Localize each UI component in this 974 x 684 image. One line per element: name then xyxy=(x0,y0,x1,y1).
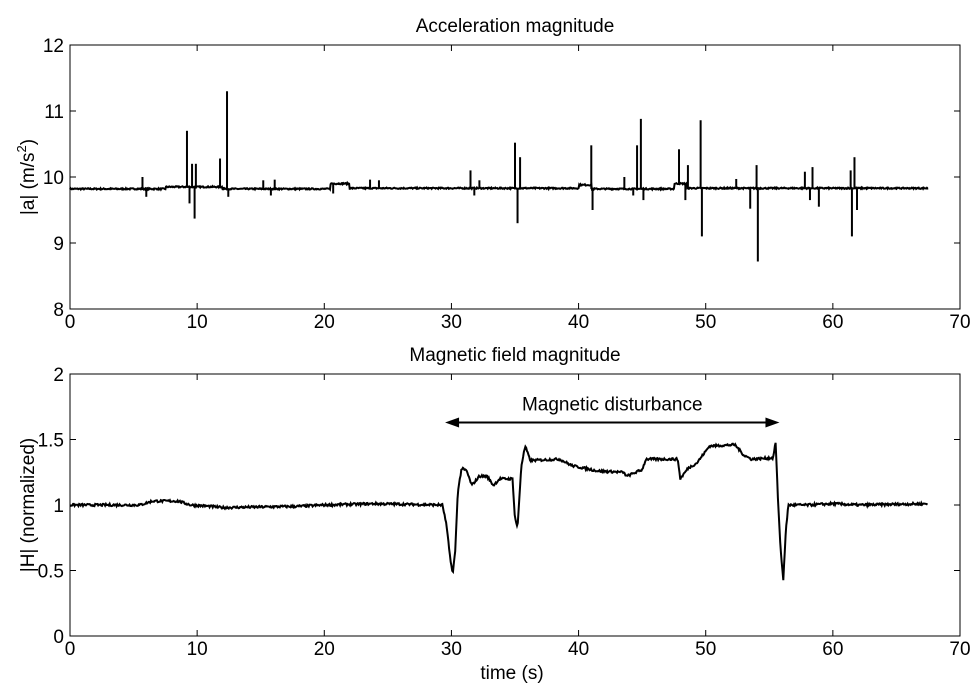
magnetic-x-axis-label: time (s) xyxy=(480,663,543,684)
acceleration-y-axis-label-main: |a| (m/s xyxy=(18,152,39,215)
magnetic-chart-title: Magnetic field magnitude xyxy=(409,345,620,366)
acceleration-y-tick-label: 12 xyxy=(43,36,64,57)
disturbance-label: Magnetic disturbance xyxy=(522,394,703,415)
magnetic-y-tick-label: 1 xyxy=(53,496,64,517)
magnetic-x-tick-label: 30 xyxy=(441,639,462,660)
magnetic-y-axis-label: |H| (normalized) xyxy=(18,438,39,572)
acceleration-x-tick-label: 50 xyxy=(695,312,716,333)
magnetic-x-tick-label: 50 xyxy=(695,639,716,660)
disturbance-arrow-left-head xyxy=(445,417,460,428)
magnetic-y-tick-label: 0.5 xyxy=(38,562,64,583)
acceleration-y-axis-label-sup: 2 xyxy=(14,145,29,152)
magnetic-series xyxy=(69,442,929,581)
magnetic-x-tick-label: 70 xyxy=(949,639,970,660)
disturbance-annotation: Magnetic disturbance xyxy=(445,394,780,428)
magnetic-trace xyxy=(69,442,929,581)
magnetic-x-tick-label: 60 xyxy=(822,639,843,660)
acceleration-y-axis-label-end: ) xyxy=(18,139,39,145)
acceleration-x-tick-label: 40 xyxy=(568,312,589,333)
magnetic-x-tick-label: 0 xyxy=(65,639,76,660)
magnetic-x-tick-label: 20 xyxy=(314,639,335,660)
acceleration-y-tick-label: 10 xyxy=(43,168,64,189)
acceleration-y-tick-label: 9 xyxy=(53,234,64,255)
magnetic-ticks: 0 10 20 30 40 50 60 70 0 0.5 1 1.5 2 xyxy=(38,365,971,660)
acceleration-series xyxy=(69,91,929,262)
acceleration-y-tick-label: 11 xyxy=(44,102,64,123)
disturbance-arrow-right-head xyxy=(765,417,780,428)
acceleration-x-tick-label: 20 xyxy=(314,312,335,333)
acceleration-y-axis-label: |a| (m/s2) xyxy=(14,139,39,215)
magnetic-y-tick-label: 2 xyxy=(53,365,64,386)
acceleration-x-tick-label: 10 xyxy=(187,312,208,333)
magnetic-chart: Magnetic field magnitude |H| (normalized… xyxy=(18,345,971,684)
acceleration-chart-title: Acceleration magnitude xyxy=(416,16,615,37)
acceleration-y-tick-label: 8 xyxy=(53,300,64,321)
magnetic-x-tick-label: 40 xyxy=(568,639,589,660)
acceleration-x-tick-label: 0 xyxy=(65,312,76,333)
magnetic-y-tick-label: 0 xyxy=(53,627,64,648)
acceleration-x-tick-label: 30 xyxy=(441,312,462,333)
magnetic-x-tick-label: 10 xyxy=(187,639,208,660)
magnetic-y-tick-label: 1.5 xyxy=(38,431,64,452)
acceleration-trace xyxy=(69,180,929,192)
acceleration-x-tick-label: 60 xyxy=(822,312,843,333)
acceleration-x-tick-label: 70 xyxy=(949,312,970,333)
acceleration-chart: Acceleration magnitude |a| (m/s2) 0 10 20 3… xyxy=(14,16,971,333)
acceleration-ticks: 0 10 20 30 40 50 60 70 8 9 10 11 12 xyxy=(43,36,971,333)
